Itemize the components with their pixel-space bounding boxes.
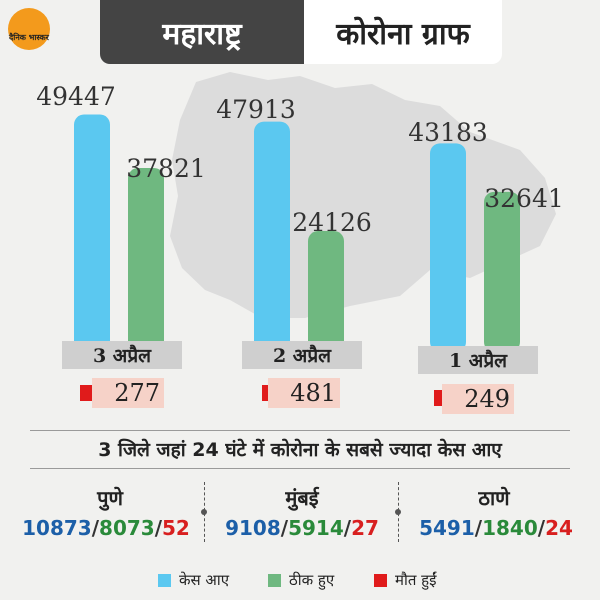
cases-bar — [430, 143, 466, 352]
district-cases: 9108 — [225, 516, 281, 540]
recovered-bar — [308, 231, 344, 352]
date-label: 3 अप्रैल — [62, 341, 182, 369]
stat-separator: / — [154, 516, 163, 540]
page-title-state: महाराष्ट्र — [100, 0, 304, 64]
brand-logo-text: दैनिक भास्कर — [9, 33, 49, 42]
district-cases: 5491 — [419, 516, 475, 540]
stat-separator: / — [343, 516, 352, 540]
recovered-value-label: 24126 — [292, 208, 372, 237]
cases-bar — [74, 114, 110, 353]
cases-bar — [254, 121, 290, 353]
district-name: ठाणे — [478, 486, 510, 510]
legend-swatch-icon — [158, 573, 171, 587]
divider-top — [30, 430, 570, 431]
district-deaths: 27 — [351, 516, 379, 540]
district-stats: 5491/1840/24 — [400, 516, 592, 540]
district-recovered: 8073 — [99, 516, 155, 540]
legend-label: ठीक हुए — [289, 571, 335, 589]
legend-label: केस आए — [179, 571, 230, 589]
district-stats: 9108/5914/27 — [206, 516, 398, 540]
date-label: 1 अप्रैल — [418, 346, 538, 374]
separator-dot — [395, 509, 401, 515]
district-name: पुणे — [97, 486, 123, 510]
legend-swatch-icon — [374, 573, 387, 587]
district-name: मुंबई — [285, 486, 319, 510]
districts-title: 3 जिले जहां 24 घंटे में कोरोना के सबसे ज… — [98, 439, 502, 461]
brand-logo — [8, 8, 50, 50]
district-deaths: 52 — [162, 516, 190, 540]
deaths-value-label: 249 — [442, 384, 514, 414]
stat-separator: / — [91, 516, 100, 540]
district-deaths: 24 — [545, 516, 573, 540]
legend-swatch-icon — [268, 573, 281, 587]
legend-label: मौत हुईं — [395, 571, 437, 589]
recovered-bar — [128, 168, 164, 352]
legend-item: ठीक हुए — [268, 570, 334, 590]
date-label: 2 अप्रैल — [242, 341, 362, 369]
stat-separator: / — [280, 516, 289, 540]
legend-item: मौत हुईं — [374, 570, 437, 590]
deaths-value-label: 277 — [92, 378, 164, 408]
cases-value-label: 47913 — [216, 95, 296, 124]
legend-item: केस आए — [158, 570, 229, 590]
cases-value-label: 49447 — [36, 82, 116, 111]
separator-dot — [201, 509, 207, 515]
district-cases: 10873 — [22, 516, 92, 540]
page-title-topic: कोरोना ग्राफ — [304, 0, 502, 64]
district-recovered: 1840 — [482, 516, 538, 540]
stat-separator: / — [474, 516, 483, 540]
recovered-value-label: 32641 — [484, 184, 564, 213]
district-recovered: 5914 — [288, 516, 344, 540]
recovered-value-label: 37821 — [126, 154, 206, 183]
stat-separator: / — [537, 516, 546, 540]
district-stats: 10873/8073/52 — [8, 516, 204, 540]
recovered-bar — [484, 191, 520, 352]
cases-value-label: 43183 — [408, 118, 488, 147]
deaths-value-label: 481 — [268, 378, 340, 408]
divider-bottom — [30, 468, 570, 469]
